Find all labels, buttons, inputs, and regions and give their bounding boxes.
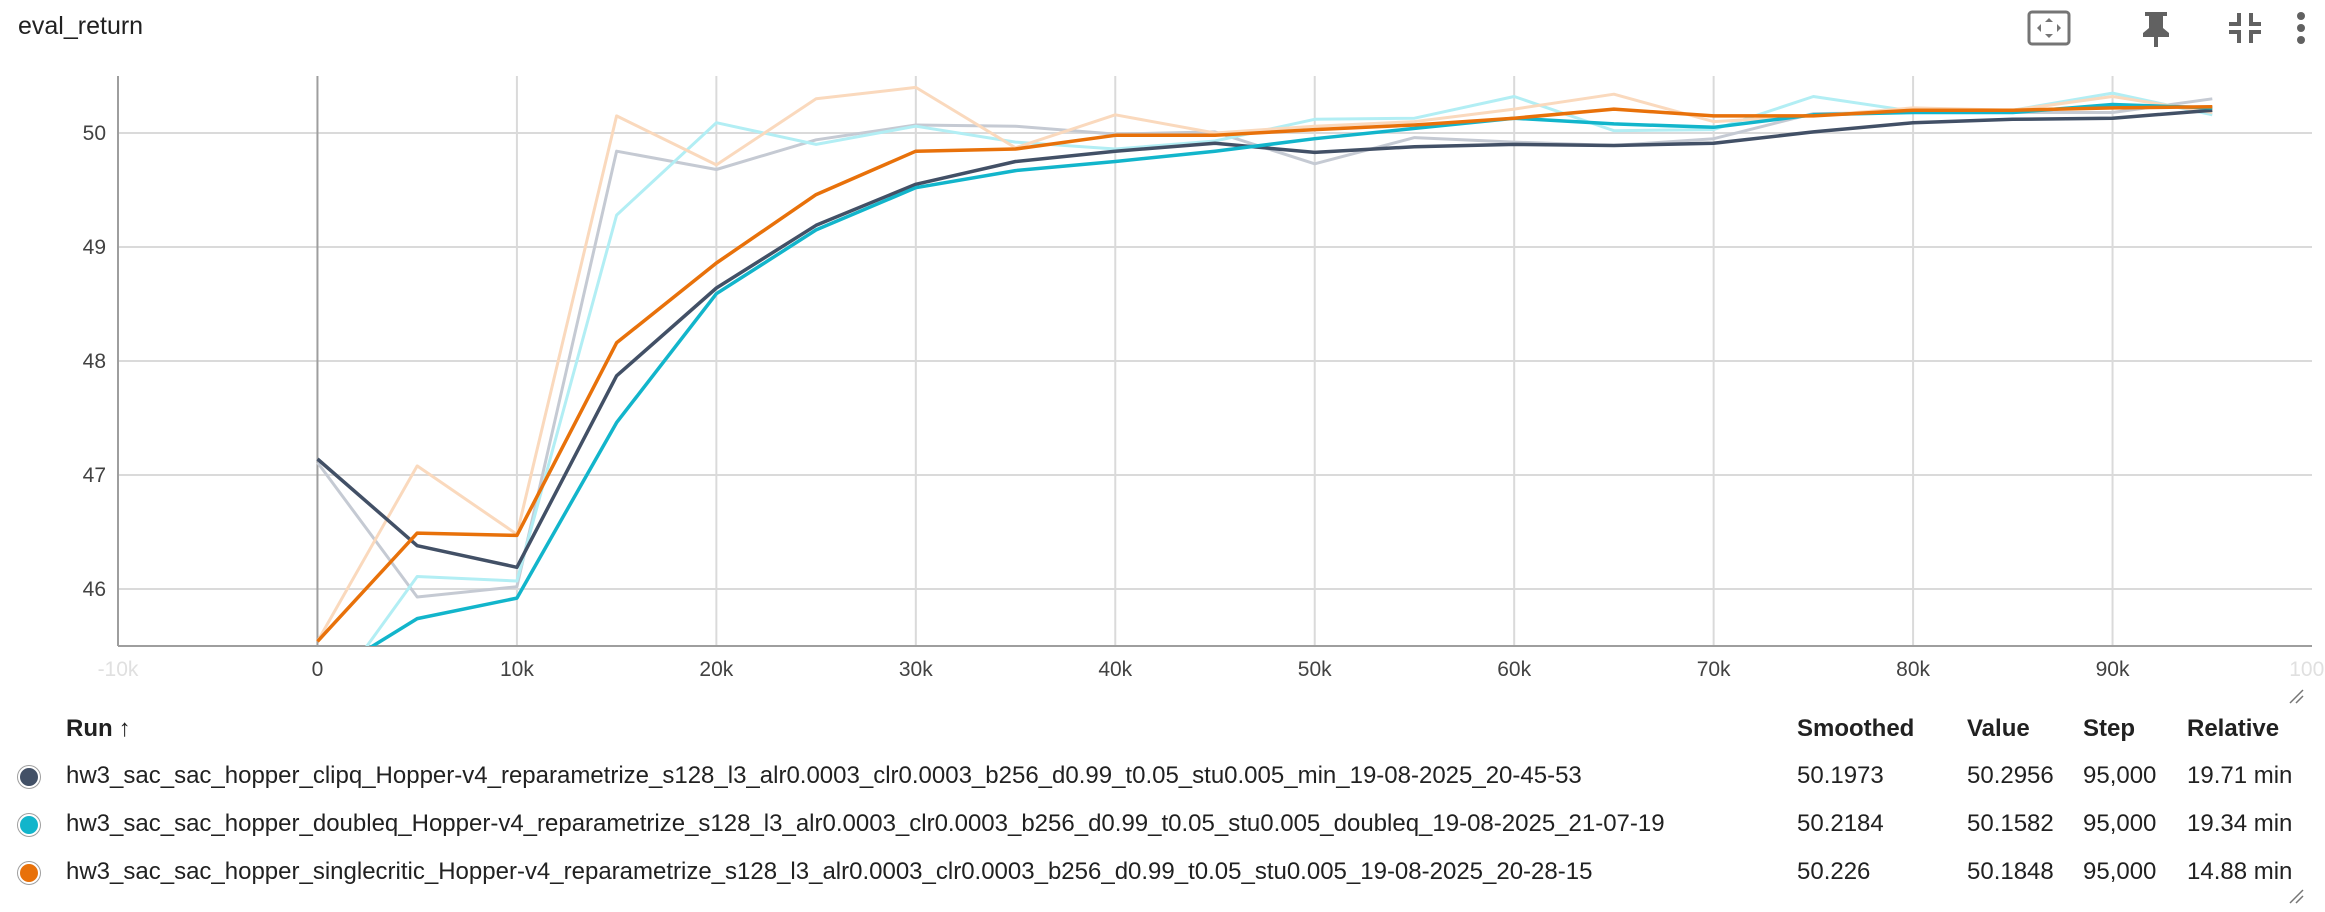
fit-to-data-icon bbox=[2027, 10, 2071, 46]
x-tick-label: 70k bbox=[1697, 658, 1731, 681]
relative-time: 14.88 min bbox=[2187, 858, 2293, 885]
header-run[interactable]: Run ↑ bbox=[66, 715, 131, 742]
smoothed-value: 50.1973 bbox=[1797, 762, 1884, 789]
x-tick-label: -10k bbox=[98, 658, 139, 681]
x-tick-label: 50k bbox=[1298, 658, 1332, 681]
smoothed-series-line-0[interactable] bbox=[316, 108, 2213, 570]
run-color-swatch[interactable] bbox=[18, 765, 40, 788]
run-name: hw3_sac_sac_hopper_clipq_Hopper-v4_repar… bbox=[66, 762, 1582, 789]
collapse-icon bbox=[2229, 13, 2261, 43]
relative-time: 19.34 min bbox=[2187, 810, 2293, 837]
tick-labels: -10k 0 10k 20k 30k 40k 50k 60k 70k 80k 90k 100k 46 47… bbox=[83, 122, 2325, 681]
x-tick-label: 20k bbox=[699, 658, 733, 681]
y-tick-label: 50 bbox=[83, 122, 106, 145]
chart-title: eval_return bbox=[18, 12, 144, 40]
y-tick-label: 47 bbox=[83, 464, 106, 487]
y-tick-label: 46 bbox=[83, 578, 106, 601]
raw-series-line-2 bbox=[316, 85, 2213, 643]
pin-icon bbox=[2143, 12, 2169, 47]
x-tick-label: 10k bbox=[500, 658, 534, 681]
x-tick-label: 60k bbox=[1497, 658, 1531, 681]
runs-table: Run ↑ Smoothed Value Step Relative hw3_sa… bbox=[18, 706, 2308, 896]
header-smoothed[interactable]: Smoothed bbox=[1797, 715, 1915, 742]
raw-value: 50.1582 bbox=[1967, 810, 2054, 837]
table-row[interactable]: hw3_sac_sac_hopper_doubleq_Hopper-v4_rep… bbox=[18, 800, 2308, 848]
smoothed-series-line-1[interactable] bbox=[318, 102, 2213, 681]
smoothed-series-line-2[interactable] bbox=[316, 105, 2213, 643]
x-tick-label: 40k bbox=[1098, 658, 1132, 681]
pin-button[interactable] bbox=[2132, 6, 2180, 50]
table-header-row: Run ↑ Smoothed Value Step Relative bbox=[18, 706, 2308, 752]
run-name: hw3_sac_sac_hopper_singlecritic_Hopper-v… bbox=[66, 858, 1593, 885]
collapse-button[interactable] bbox=[2221, 6, 2269, 50]
relative-time: 19.71 min bbox=[2187, 762, 2293, 789]
step-value: 95,000 bbox=[2083, 810, 2157, 837]
resize-handle-icon[interactable] bbox=[2288, 688, 2304, 704]
raw-value: 50.2956 bbox=[1967, 762, 2054, 789]
run-color-swatch[interactable] bbox=[18, 861, 40, 884]
header-relative[interactable]: Relative bbox=[2187, 715, 2280, 742]
x-tick-label: 30k bbox=[899, 658, 933, 681]
raw-series-lines bbox=[316, 85, 2213, 646]
chart-axes bbox=[117, 76, 2312, 647]
smoothed-series-lines bbox=[316, 102, 2213, 681]
x-tick-label: 0 bbox=[312, 658, 324, 681]
more-button[interactable] bbox=[2277, 6, 2325, 50]
header-step[interactable]: Step bbox=[2083, 715, 2136, 742]
x-tick-label: 90k bbox=[2096, 658, 2130, 681]
y-tick-label: 49 bbox=[83, 236, 106, 259]
smoothed-value: 50.226 bbox=[1797, 858, 1871, 885]
run-color-swatch[interactable] bbox=[18, 813, 40, 836]
table-row[interactable]: hw3_sac_sac_hopper_singlecritic_Hopper-v… bbox=[18, 848, 2308, 896]
fit-domain-button[interactable] bbox=[2025, 6, 2073, 50]
resize-handle-icon[interactable] bbox=[2288, 888, 2304, 904]
x-tick-label: 100k bbox=[2289, 658, 2325, 681]
table-row[interactable]: hw3_sac_sac_hopper_clipq_Hopper-v4_repar… bbox=[18, 752, 2308, 800]
header-color bbox=[18, 706, 66, 752]
step-value: 95,000 bbox=[2083, 858, 2157, 885]
y-tick-label: 48 bbox=[83, 350, 106, 373]
run-name: hw3_sac_sac_hopper_doubleq_Hopper-v4_rep… bbox=[66, 810, 1665, 837]
x-tick-label: 80k bbox=[1896, 658, 1930, 681]
smoothed-value: 50.2184 bbox=[1797, 810, 1884, 837]
raw-value: 50.1848 bbox=[1967, 858, 2054, 885]
header-value[interactable]: Value bbox=[1967, 715, 2030, 742]
chart-grid bbox=[118, 76, 2312, 646]
step-value: 95,000 bbox=[2083, 762, 2157, 789]
sort-ascending-icon[interactable]: ↑ bbox=[118, 715, 131, 742]
line-chart[interactable]: -10k 0 10k 20k 30k 40k 50k 60k 70k 80k 90k 100k 46 47… bbox=[0, 60, 2325, 700]
more-vert-icon bbox=[2297, 12, 2305, 44]
